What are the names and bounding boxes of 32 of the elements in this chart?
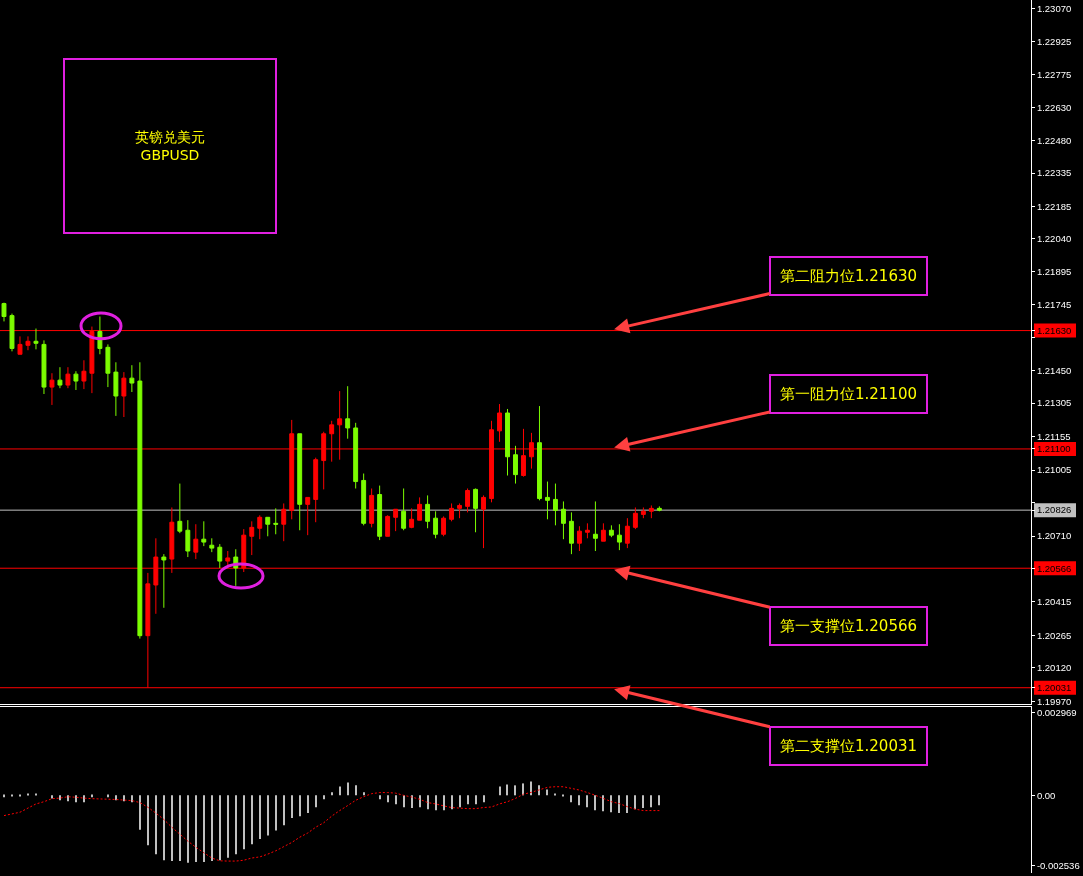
y-tick-label: 1.22480 — [1036, 135, 1072, 147]
y-tick-label: 1.20031 — [1036, 682, 1072, 694]
ref-line-label: 第二支撑位1.20031 — [780, 737, 918, 755]
y-tick-label: 1.22185 — [1036, 200, 1072, 212]
y-tick-label: 1.21155 — [1036, 431, 1071, 442]
ref-line-label: 第一阻力位1.21100 — [780, 385, 918, 403]
y-tick-label: 1.19970 — [1036, 695, 1072, 707]
y-tick-label: 1.21450 — [1036, 365, 1072, 377]
y-tick-label: 1.22040 — [1036, 233, 1072, 245]
y-tick-label: 1.21895 — [1036, 265, 1072, 277]
y-tick-label: 0.002969 — [1036, 707, 1077, 719]
y-tick-label: 1.20265 — [1036, 629, 1072, 641]
y-tick-label: 1.21305 — [1036, 397, 1072, 409]
y-tick-label: 1.20120 — [1036, 662, 1072, 674]
text: 英镑兑美元 GBPUSD — [135, 128, 205, 164]
y-tick-label: 1.23070 — [1036, 3, 1072, 15]
ref-line-label: 第一支撑位1.20566 — [780, 617, 918, 635]
y-tick-label: 1.22925 — [1036, 35, 1072, 47]
y-tick-label: 1.22630 — [1036, 101, 1072, 113]
y-tick-label: 1.21745 — [1036, 299, 1072, 311]
y-tick-label: 1.21100 — [1036, 443, 1071, 455]
y-tick-label: 1.22335 — [1036, 167, 1072, 179]
ref-line-label: 第二阻力位1.21630 — [780, 267, 918, 285]
y-tick-label: 1.20710 — [1036, 530, 1072, 542]
y-tick-label: 1.21005 — [1036, 464, 1072, 476]
y-tick-label: 1.20415 — [1036, 596, 1072, 608]
y-tick-label: -0.002536 — [1036, 860, 1080, 872]
y-tick-label: 1.21630 — [1036, 324, 1072, 336]
y-tick-label: 0.00 — [1036, 789, 1056, 801]
y-tick-label: 1.20566 — [1036, 562, 1072, 574]
y-tick-label: 1.20826 — [1036, 504, 1072, 516]
y-tick-label: 1.22775 — [1036, 69, 1072, 81]
